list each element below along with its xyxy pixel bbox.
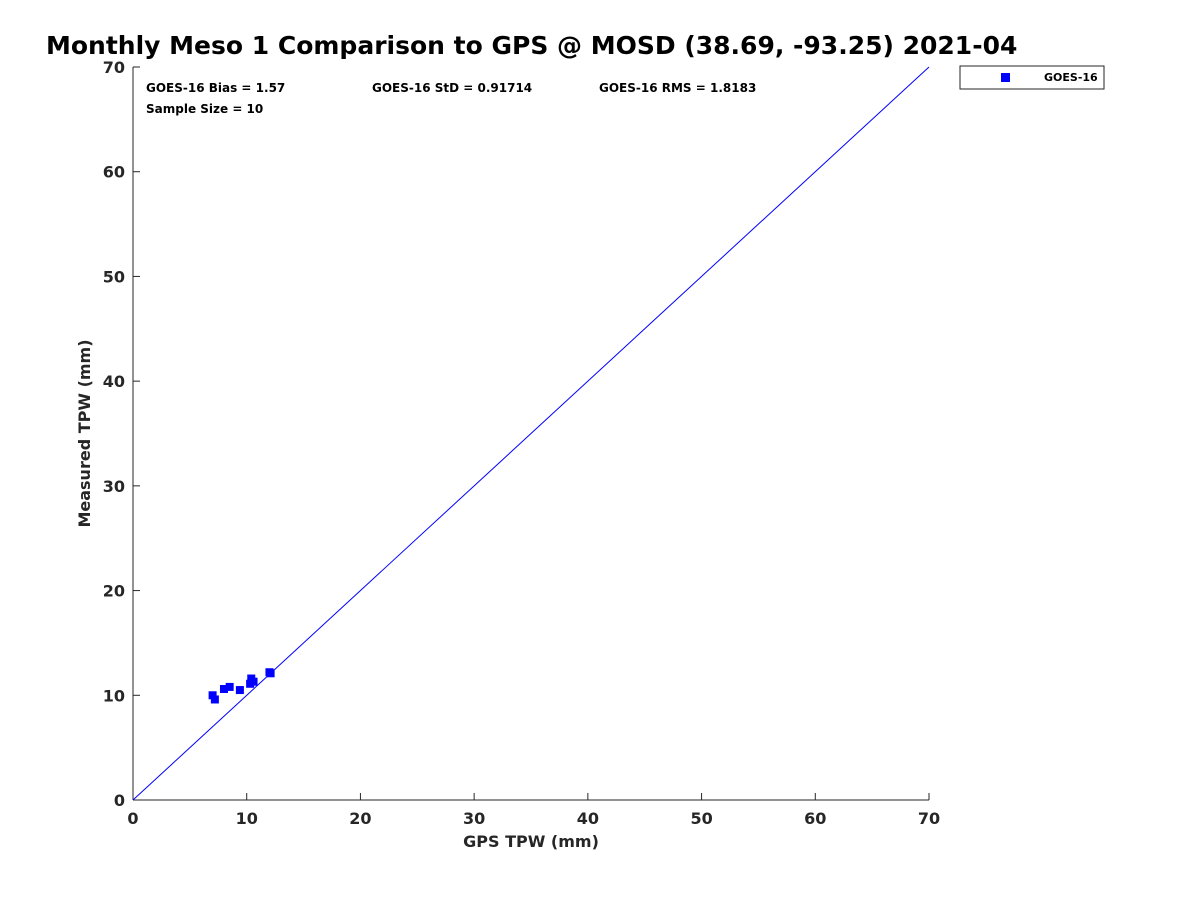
y-tick-label: 0 [114, 791, 125, 810]
legend: GOES-16 [959, 65, 1105, 90]
x-tick-label: 60 [804, 809, 826, 828]
data-point [266, 669, 275, 678]
data-point [210, 695, 219, 704]
y-tick-label: 30 [103, 477, 125, 496]
x-axis-label: GPS TPW (mm) [463, 832, 599, 851]
chart-title: Monthly Meso 1 Comparison to GPS @ MOSD … [46, 31, 1017, 60]
sample-size-annotation: Sample Size = 10 [146, 102, 263, 116]
std-annotation: GOES-16 StD = 0.91714 [372, 81, 532, 95]
rms-annotation: GOES-16 RMS = 1.8183 [599, 81, 756, 95]
legend-box [959, 65, 1105, 90]
x-tick-label: 0 [127, 809, 138, 828]
y-tick-label: 20 [103, 582, 125, 601]
plot-area: 0 10 20 30 40 50 60 70 0 10 20 30 40 50 60 70 [103, 58, 940, 828]
data-point [208, 691, 217, 700]
y-tick-label: 50 [103, 267, 125, 286]
y-axis-label: Measured TPW (mm) [75, 339, 94, 527]
legend-marker-goes16 [1001, 73, 1010, 82]
y-tick-label: 60 [103, 163, 125, 182]
data-point [235, 686, 244, 695]
x-tick-label: 50 [690, 809, 712, 828]
y-tick-label: 10 [103, 686, 125, 705]
y-axis-ticks: 0 10 20 30 40 50 60 70 [103, 58, 140, 810]
x-axis-ticks: 0 10 20 30 40 50 60 70 [127, 793, 940, 828]
data-points [208, 668, 275, 704]
data-point [219, 685, 228, 694]
x-tick-label: 70 [918, 809, 940, 828]
data-point [225, 682, 234, 691]
x-tick-label: 10 [236, 809, 258, 828]
y-tick-label: 70 [103, 58, 125, 77]
one-to-one-reference-line [132, 66, 930, 801]
x-tick-label: 40 [577, 809, 599, 828]
legend-label-goes16: GOES-16 [1044, 71, 1098, 84]
data-point [249, 677, 258, 686]
x-tick-label: 20 [349, 809, 371, 828]
x-tick-label: 30 [463, 809, 485, 828]
bias-annotation: GOES-16 Bias = 1.57 [146, 81, 285, 95]
y-tick-label: 40 [103, 372, 125, 391]
